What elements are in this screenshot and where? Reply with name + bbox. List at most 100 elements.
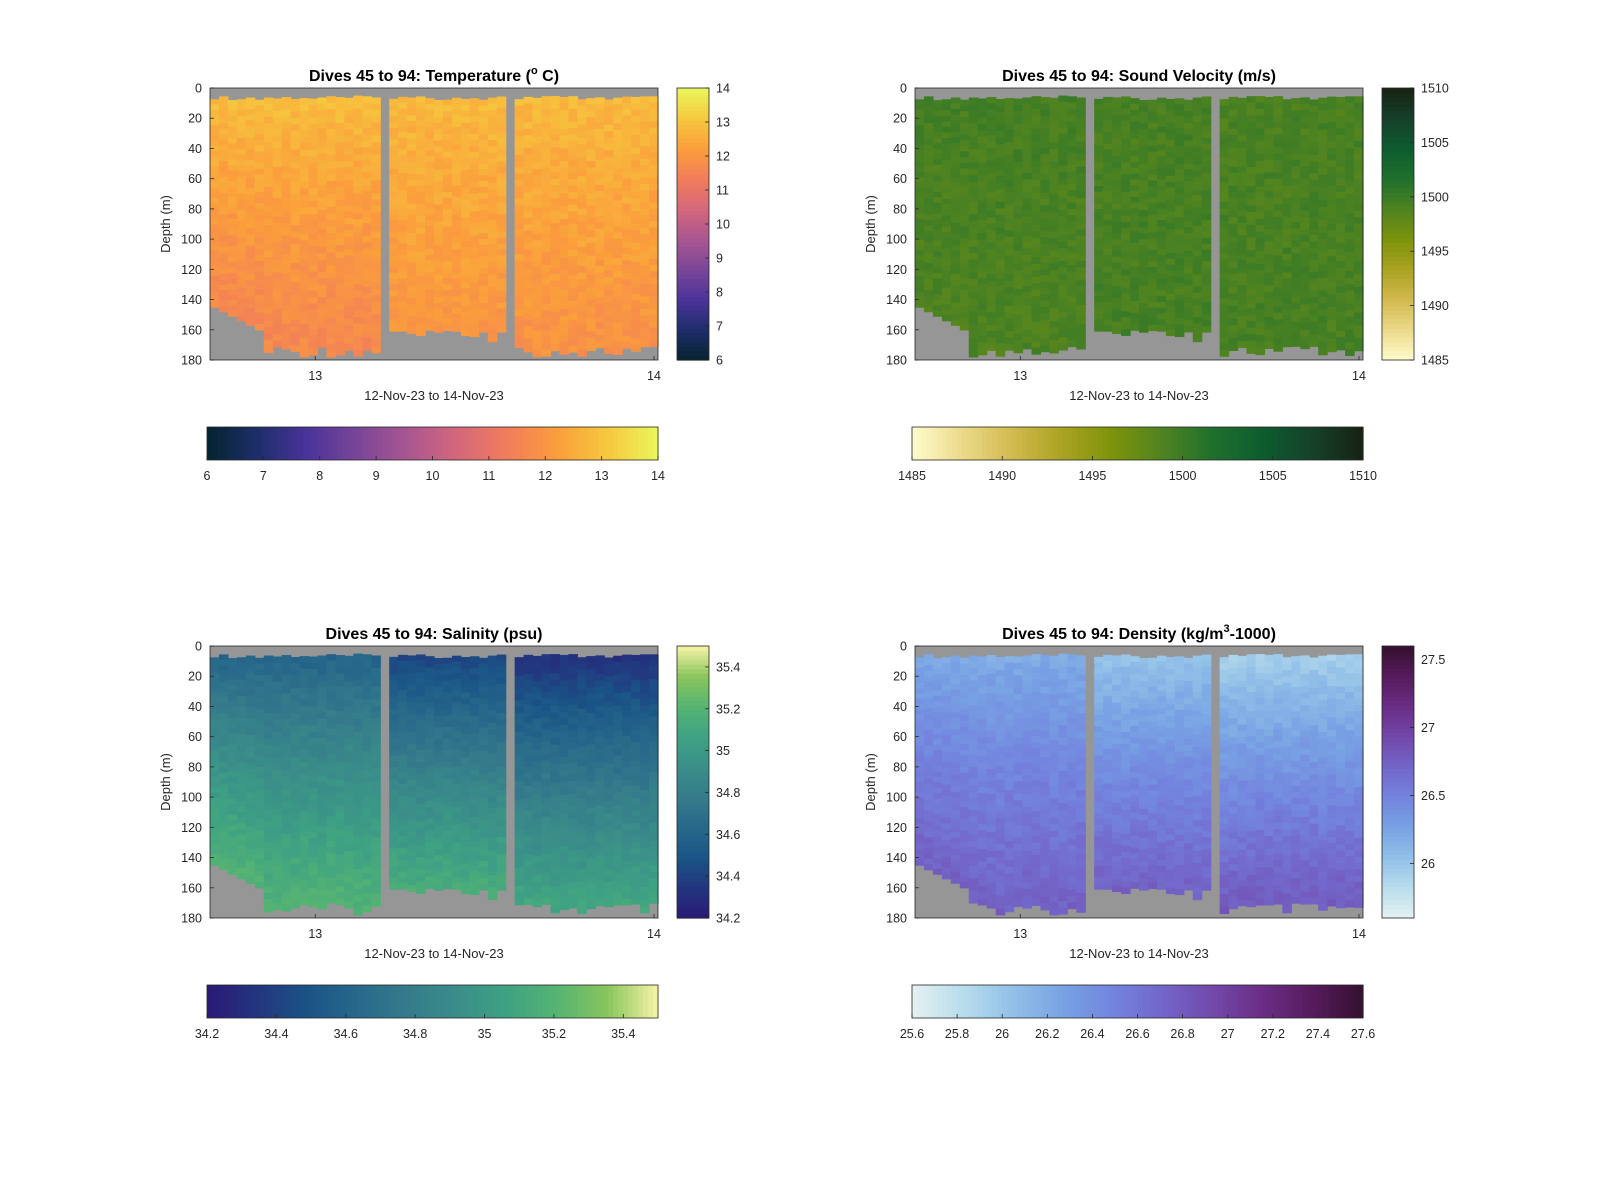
- heatmap-cell: [398, 231, 408, 239]
- heatmap-cell: [568, 153, 578, 161]
- heatmap-cell: [478, 297, 489, 304]
- heatmap-cell: [640, 202, 650, 210]
- heatmap-cell: [950, 120, 961, 127]
- heatmap-cell: [1336, 185, 1346, 193]
- heatmap-cell: [1237, 154, 1248, 161]
- heatmap-cell: [317, 877, 328, 885]
- heatmap-cell: [1318, 110, 1328, 118]
- heatmap-cell: [559, 347, 569, 355]
- heatmap-cell: [1139, 274, 1149, 281]
- heatmap-cell: [227, 847, 238, 854]
- heatmap-cell: [640, 171, 650, 179]
- heatmap-cell: [1067, 315, 1077, 323]
- heatmap-cell: [514, 285, 525, 293]
- heatmap-cell: [541, 128, 552, 136]
- heatmap-cell: [968, 266, 979, 274]
- heatmap-cell: [995, 111, 1006, 119]
- heatmap-cell: [622, 266, 632, 274]
- heatmap-cell: [1022, 166, 1033, 174]
- heatmap-cell: [950, 239, 961, 247]
- heatmap-cell: [326, 797, 337, 805]
- heatmap-cell: [371, 320, 381, 328]
- heatmap-cell: [1058, 108, 1068, 116]
- heatmap-cell: [227, 132, 238, 139]
- y-tick-label: 40: [188, 142, 202, 156]
- heatmap-cell: [236, 812, 247, 819]
- heatmap-cell: [478, 175, 489, 182]
- heatmap-cell: [1174, 205, 1185, 213]
- heatmap-cell: [496, 284, 507, 292]
- heatmap-cell: [299, 123, 310, 131]
- heatmap-cell: [523, 243, 534, 251]
- heatmap-cell: [622, 222, 632, 230]
- heatmap-cell: [308, 104, 319, 112]
- colorbar-swatch: [347, 427, 353, 460]
- heatmap-cell: [523, 307, 534, 315]
- heatmap-cell: [1309, 204, 1319, 212]
- heatmap-cell: [1130, 225, 1140, 233]
- heatmap-cell: [1264, 197, 1274, 205]
- heatmap-cell: [299, 246, 310, 254]
- heatmap-cell: [398, 155, 408, 162]
- colorbar-swatch: [1117, 427, 1124, 460]
- colorbar-swatch: [1052, 427, 1058, 460]
- heatmap-cell: [541, 265, 552, 273]
- colorbar-swatch: [1187, 427, 1194, 460]
- heatmap-cell: [317, 141, 328, 148]
- heatmap-cell: [416, 96, 426, 104]
- heatmap-cell: [389, 122, 399, 129]
- heatmap-cell: [950, 137, 961, 144]
- heatmap-cell: [1103, 272, 1113, 279]
- heatmap-cell: [523, 313, 534, 321]
- colorbar-tick-label: 11: [482, 469, 495, 483]
- heatmap-cell: [640, 290, 650, 298]
- heatmap-cell: [451, 179, 462, 186]
- heatmap-cell: [604, 258, 614, 266]
- heatmap-cell: [416, 227, 426, 235]
- heatmap-cell: [425, 167, 435, 175]
- colorbar-swatch: [1182, 427, 1189, 460]
- heatmap-cell: [559, 244, 569, 252]
- heatmap-cell: [281, 808, 292, 816]
- heatmap-cell: [245, 154, 256, 161]
- heatmap-cell: [968, 311, 979, 319]
- heatmap-cell: [263, 288, 274, 296]
- heatmap-cell: [604, 188, 614, 196]
- heatmap-cell: [245, 137, 256, 144]
- heatmap-cell: [442, 220, 453, 228]
- colorbar-swatch: [627, 427, 634, 460]
- heatmap-cell: [308, 750, 319, 758]
- heatmap-cell: [254, 197, 265, 204]
- heatmap-cell: [263, 764, 274, 772]
- heatmap-cell: [1255, 141, 1266, 149]
- heatmap-cell: [977, 175, 988, 183]
- heatmap-cell: [218, 702, 229, 709]
- heatmap-cell: [218, 128, 229, 135]
- heatmap-cell: [1327, 217, 1337, 225]
- heatmap-cell: [915, 192, 925, 199]
- heatmap-cell: [915, 130, 925, 137]
- heatmap-cell: [299, 761, 310, 769]
- heatmap-cell: [1058, 190, 1068, 198]
- heatmap-cell: [272, 896, 283, 904]
- heatmap-cell: [1076, 304, 1086, 312]
- heatmap-cell: [416, 269, 426, 277]
- heatmap-cell: [532, 169, 543, 177]
- heatmap-cell: [335, 736, 345, 744]
- heatmap-cell: [1156, 243, 1167, 251]
- heatmap-cell: [218, 842, 229, 849]
- heatmap-cell: [523, 256, 534, 264]
- heatmap-cell: [218, 279, 229, 286]
- heatmap-cell: [308, 744, 319, 752]
- colorbar-swatch: [1087, 427, 1093, 460]
- heatmap-cell: [1139, 123, 1149, 130]
- heatmap-cell: [1156, 272, 1167, 280]
- heatmap-cell: [1049, 327, 1059, 335]
- profile-column: [425, 98, 435, 331]
- heatmap-cell: [272, 253, 283, 261]
- heatmap-cell: [236, 862, 247, 869]
- heatmap-cell: [272, 259, 283, 267]
- heatmap-cell: [326, 865, 337, 873]
- heatmap-cell: [1192, 176, 1203, 184]
- heatmap-cell: [1336, 318, 1346, 326]
